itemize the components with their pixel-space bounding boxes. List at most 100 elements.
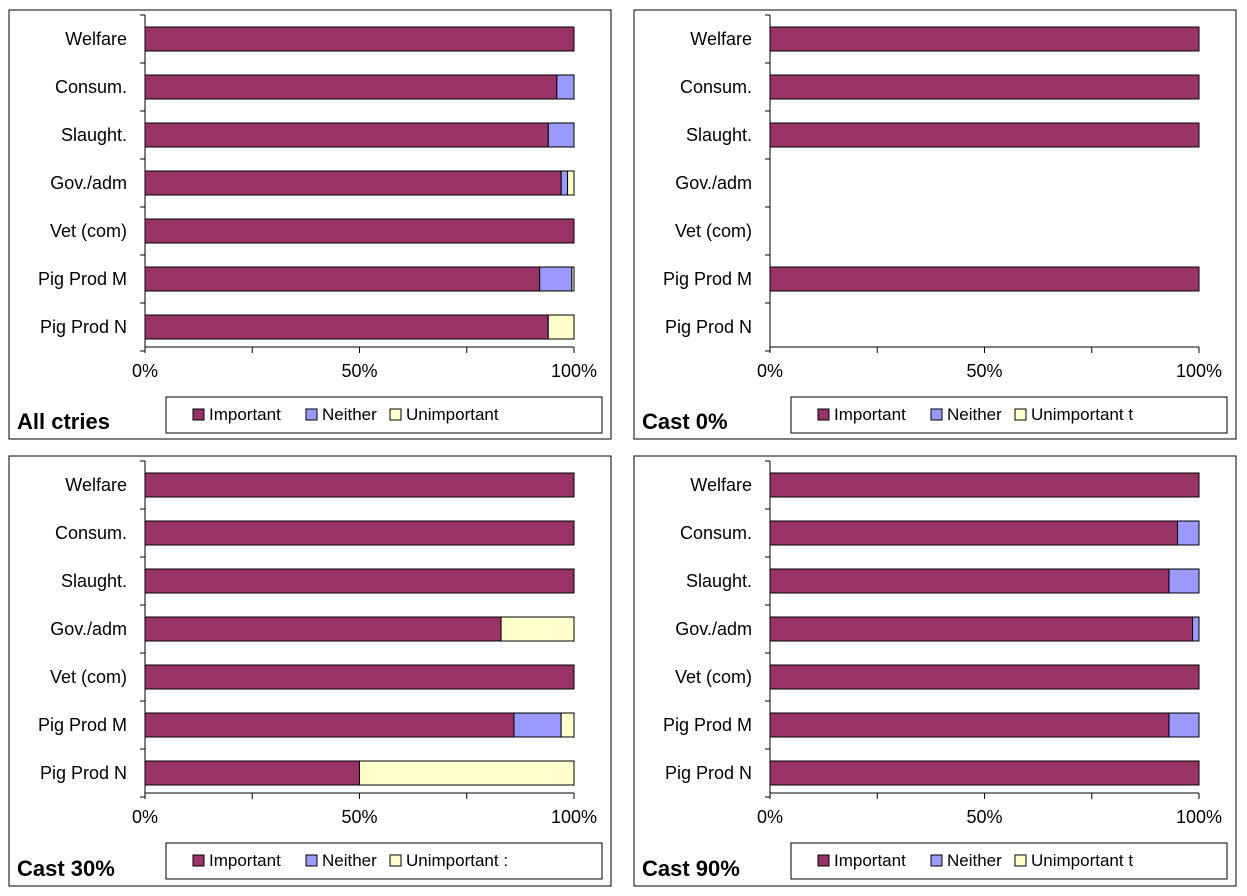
category-label-gov-adm: Gov./adm <box>50 619 127 639</box>
bar-important-pig-prod-m <box>769 712 1170 738</box>
category-label-vet-com: Vet (com) <box>50 221 127 241</box>
category-label-consum: Consum. <box>680 523 752 543</box>
legend-label-important: Important <box>834 405 906 424</box>
legend-swatch-neither <box>305 854 318 867</box>
panel-title: All ctries <box>17 409 110 434</box>
bar-important-welfare <box>769 26 1200 52</box>
bar-important-slaught <box>769 568 1170 594</box>
bar-unimportant-gov-adm <box>567 170 575 196</box>
bar-unimportant-gov-adm <box>500 616 575 642</box>
category-label-pig-prod-m: Pig Prod M <box>663 715 752 735</box>
legend <box>790 842 1228 880</box>
bar-neither-pig-prod-m <box>539 266 573 292</box>
legend-label-neither: Neither <box>322 851 377 870</box>
bar-neither-slaught <box>1168 568 1200 594</box>
bar-important-pig-prod-n <box>769 760 1200 786</box>
category-label-welfare: Welfare <box>65 29 127 49</box>
category-label-consum: Consum. <box>680 77 752 97</box>
category-label-pig-prod-m: Pig Prod M <box>38 715 127 735</box>
category-label-slaught: Slaught. <box>61 125 127 145</box>
legend-swatch-important <box>192 854 205 867</box>
bar-important-gov-adm <box>144 616 502 642</box>
x-tick-label: 100% <box>551 807 597 827</box>
legend-label-neither: Neither <box>947 405 1002 424</box>
x-tick-label: 0% <box>757 807 783 827</box>
x-tick-label: 0% <box>132 807 158 827</box>
chart-panel-cast-0: 0% 50% 100% Welfare Consum. Slaught. Gov./adm V… <box>633 9 1237 440</box>
category-label-slaught: Slaught. <box>61 571 127 591</box>
bar-important-consum <box>144 74 558 100</box>
x-tick-label: 50% <box>966 807 1002 827</box>
category-label-vet-com: Vet (com) <box>50 667 127 687</box>
category-label-vet-com: Vet (com) <box>675 221 752 241</box>
legend-label-important: Important <box>834 851 906 870</box>
legend-label-neither: Neither <box>322 405 377 424</box>
legend <box>165 396 603 434</box>
category-label-gov-adm: Gov./adm <box>50 173 127 193</box>
bar-neither-gov-adm <box>1192 616 1200 642</box>
legend-label-important: Important <box>209 851 281 870</box>
legend-swatch-neither <box>930 408 943 421</box>
bar-unimportant-pig-prod-m <box>560 712 575 738</box>
bar-important-pig-prod-m <box>144 266 541 292</box>
bar-neither-gov-adm <box>560 170 569 196</box>
legend-label-neither: Neither <box>947 851 1002 870</box>
bar-important-consum <box>769 74 1200 100</box>
bar-unimportant-pig-prod-m <box>571 266 575 292</box>
bar-important-slaught <box>144 122 549 148</box>
category-label-welfare: Welfare <box>690 29 752 49</box>
x-tick-label: 100% <box>1176 807 1222 827</box>
category-label-pig-prod-n: Pig Prod N <box>665 763 752 783</box>
bar-important-slaught <box>144 568 575 594</box>
legend-swatch-unimportant <box>1014 854 1027 867</box>
bar-important-welfare <box>769 472 1200 498</box>
legend-label-unimportant: Unimportant : <box>406 851 508 870</box>
bar-unimportant-pig-prod-n <box>359 760 575 786</box>
category-label-pig-prod-n: Pig Prod N <box>665 317 752 337</box>
bar-neither-pig-prod-m <box>513 712 562 738</box>
legend-label-important: Important <box>209 405 281 424</box>
category-label-pig-prod-n: Pig Prod N <box>40 317 127 337</box>
legend-swatch-neither <box>930 854 943 867</box>
bar-important-vet-com <box>144 218 575 244</box>
bar-important-pig-prod-m <box>769 266 1200 292</box>
bar-important-consum <box>769 520 1179 546</box>
category-label-gov-adm: Gov./adm <box>675 173 752 193</box>
legend <box>165 842 603 880</box>
bar-neither-consum <box>1177 520 1200 546</box>
bar-neither-slaught <box>547 122 575 148</box>
bar-important-gov-adm <box>144 170 562 196</box>
chart-panel-cast-90: 0% 50% 100% Welfare Consum. Slaught. Gov./adm V… <box>633 455 1237 887</box>
bar-important-pig-prod-m <box>144 712 515 738</box>
bar-important-pig-prod-n <box>144 760 360 786</box>
x-tick-label: 100% <box>551 361 597 381</box>
bar-important-gov-adm <box>769 616 1194 642</box>
legend <box>790 396 1228 434</box>
bar-unimportant-pig-prod-n <box>547 314 575 340</box>
x-tick-label: 50% <box>341 361 377 381</box>
panel-title: Cast 90% <box>642 856 740 881</box>
bar-important-slaught <box>769 122 1200 148</box>
legend-swatch-unimportant <box>389 408 402 421</box>
x-tick-label: 0% <box>757 361 783 381</box>
category-label-slaught: Slaught. <box>686 571 752 591</box>
category-label-pig-prod-m: Pig Prod M <box>663 269 752 289</box>
bar-important-consum <box>144 520 575 546</box>
category-label-welfare: Welfare <box>690 475 752 495</box>
chart-panel-all-ctries: 0% 50% 100% Welfare Consum. Slaught. Gov./adm V… <box>8 9 612 440</box>
x-tick-label: 50% <box>966 361 1002 381</box>
bar-important-welfare <box>144 26 575 52</box>
bar-important-vet-com <box>144 664 575 690</box>
chart-panel-cast-30: 0% 50% 100% Welfare Consum. Slaught. Gov./adm V… <box>8 455 612 887</box>
category-label-pig-prod-n: Pig Prod N <box>40 763 127 783</box>
legend-swatch-important <box>192 408 205 421</box>
panel-title: Cast 30% <box>17 856 115 881</box>
bar-neither-consum <box>556 74 575 100</box>
legend-swatch-unimportant <box>1014 408 1027 421</box>
bar-important-pig-prod-n <box>144 314 549 340</box>
x-tick-label: 50% <box>341 807 377 827</box>
category-label-slaught: Slaught. <box>686 125 752 145</box>
category-label-consum: Consum. <box>55 77 127 97</box>
